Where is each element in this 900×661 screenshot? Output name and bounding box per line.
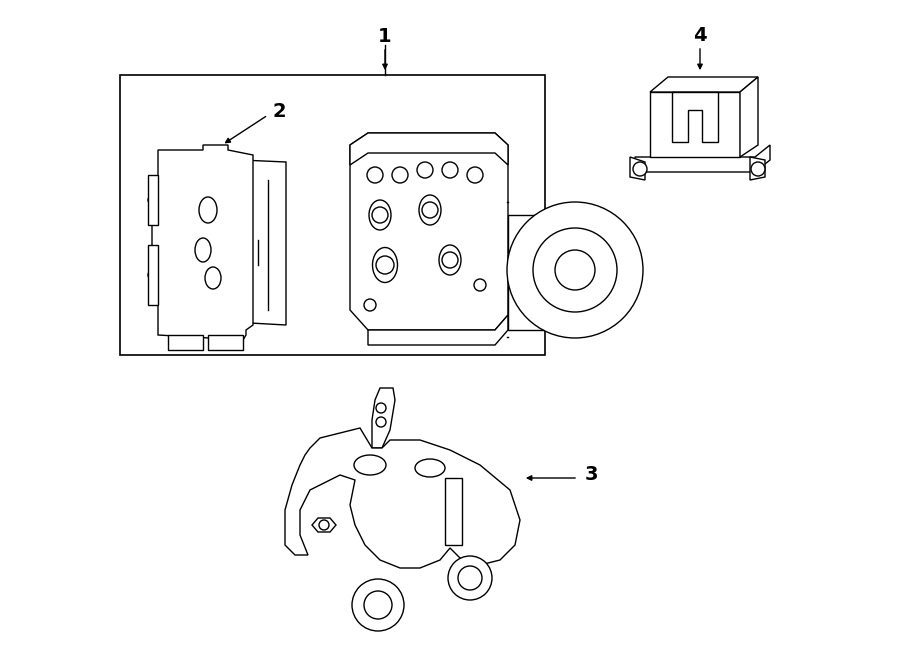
Polygon shape bbox=[368, 315, 508, 345]
Ellipse shape bbox=[415, 459, 445, 477]
Circle shape bbox=[458, 566, 482, 590]
Circle shape bbox=[442, 252, 458, 268]
Polygon shape bbox=[168, 335, 203, 350]
Circle shape bbox=[422, 202, 438, 218]
Polygon shape bbox=[508, 215, 575, 330]
Polygon shape bbox=[208, 335, 243, 350]
Polygon shape bbox=[740, 77, 758, 157]
Polygon shape bbox=[445, 478, 462, 545]
Polygon shape bbox=[650, 92, 740, 157]
Circle shape bbox=[367, 167, 383, 183]
Polygon shape bbox=[350, 133, 508, 165]
Polygon shape bbox=[750, 157, 765, 180]
Circle shape bbox=[376, 403, 386, 413]
Text: 1: 1 bbox=[378, 27, 392, 46]
Circle shape bbox=[555, 250, 595, 290]
Circle shape bbox=[392, 167, 408, 183]
Circle shape bbox=[474, 279, 486, 291]
Polygon shape bbox=[372, 388, 395, 448]
Circle shape bbox=[633, 162, 647, 176]
Text: 2: 2 bbox=[272, 102, 285, 121]
Ellipse shape bbox=[369, 200, 391, 230]
Polygon shape bbox=[350, 133, 508, 330]
Polygon shape bbox=[630, 157, 645, 180]
Polygon shape bbox=[285, 428, 520, 568]
Ellipse shape bbox=[439, 245, 461, 275]
Circle shape bbox=[364, 299, 376, 311]
Ellipse shape bbox=[419, 195, 441, 225]
Circle shape bbox=[507, 202, 643, 338]
Circle shape bbox=[364, 591, 392, 619]
Ellipse shape bbox=[373, 247, 398, 282]
Polygon shape bbox=[152, 145, 253, 340]
Circle shape bbox=[417, 162, 433, 178]
Circle shape bbox=[467, 167, 483, 183]
Circle shape bbox=[442, 162, 458, 178]
Polygon shape bbox=[148, 245, 158, 305]
Polygon shape bbox=[148, 175, 158, 225]
Text: 3: 3 bbox=[585, 465, 598, 485]
Polygon shape bbox=[312, 518, 336, 532]
Polygon shape bbox=[672, 92, 718, 142]
Circle shape bbox=[533, 228, 617, 312]
Circle shape bbox=[148, 270, 158, 280]
Circle shape bbox=[448, 556, 492, 600]
Circle shape bbox=[372, 207, 388, 223]
Polygon shape bbox=[650, 77, 758, 92]
Polygon shape bbox=[635, 145, 770, 172]
Text: 4: 4 bbox=[693, 26, 706, 45]
Circle shape bbox=[376, 417, 386, 427]
Circle shape bbox=[751, 162, 765, 176]
Circle shape bbox=[148, 195, 158, 205]
Ellipse shape bbox=[199, 197, 217, 223]
Ellipse shape bbox=[354, 455, 386, 475]
Ellipse shape bbox=[195, 238, 211, 262]
Circle shape bbox=[319, 520, 329, 530]
Ellipse shape bbox=[205, 267, 221, 289]
Circle shape bbox=[352, 579, 404, 631]
Polygon shape bbox=[120, 75, 545, 355]
Polygon shape bbox=[196, 158, 286, 325]
Circle shape bbox=[376, 256, 394, 274]
